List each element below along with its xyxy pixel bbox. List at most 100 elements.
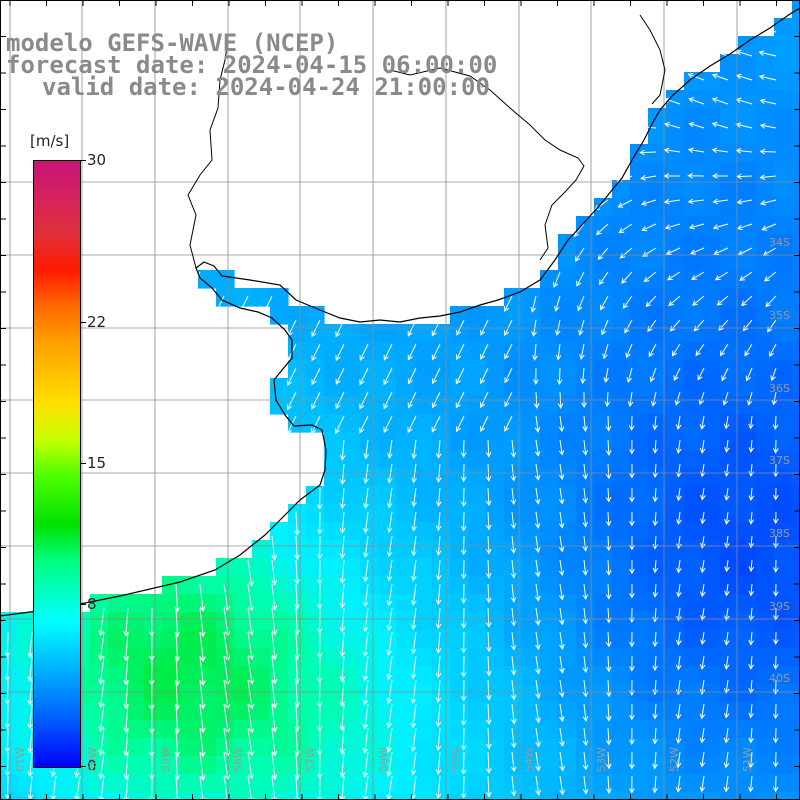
wind-cell: [684, 468, 703, 487]
wind-cell: [468, 648, 487, 667]
wind-arrow: [362, 703, 369, 730]
wind-cell: [666, 594, 685, 613]
wind-cell: [612, 414, 631, 433]
wind-cell: [108, 720, 127, 739]
wind-cell: [288, 576, 307, 595]
wind-cell: [630, 540, 649, 559]
wind-cell: [666, 144, 685, 163]
wind-cell: [108, 792, 127, 800]
wind-arrow: [362, 583, 369, 608]
wind-cell: [324, 720, 343, 739]
wind-cell: [306, 576, 325, 595]
wind-arrow: [532, 367, 539, 385]
wind-cell: [558, 414, 577, 433]
wind-cell: [558, 360, 577, 379]
wind-cell: [594, 288, 613, 307]
wind-cell: [558, 558, 577, 577]
wind-cell: [702, 126, 721, 145]
wind-cell: [216, 576, 235, 595]
wind-cell: [792, 288, 800, 307]
wind-cell: [792, 540, 800, 559]
wind-cell: [648, 612, 667, 631]
wind-cell: [324, 324, 343, 343]
wind-cell: [468, 774, 487, 793]
wind-cell: [702, 90, 721, 109]
wind-arrow: [739, 271, 753, 281]
wind-arrow: [699, 583, 706, 598]
wind-arrow: [460, 535, 467, 556]
wind-cell: [738, 378, 757, 397]
wind-arrow: [410, 679, 417, 705]
wind-cell: [720, 360, 739, 379]
wind-arrow: [199, 583, 206, 612]
wind-arrow: [535, 775, 541, 796]
wind-cell: [594, 486, 613, 505]
wind-cell: [792, 306, 800, 325]
wind-cell: [666, 774, 685, 793]
wind-cell: [702, 342, 721, 361]
wind-cell: [720, 198, 739, 217]
wind-cell: [540, 414, 559, 433]
wind-cell: [360, 720, 379, 739]
wind-arrow: [698, 391, 705, 406]
wind-cell: [414, 396, 433, 415]
wind-cell: [774, 612, 793, 631]
wind-cell: [306, 504, 325, 523]
wind-arrow: [649, 367, 657, 383]
wind-arrow: [362, 775, 369, 800]
wind-arrow: [652, 583, 659, 598]
wind-cell: [756, 198, 775, 217]
wind-arrow: [665, 247, 681, 255]
wind-cell: [126, 594, 145, 613]
wind-arrow: [580, 367, 586, 385]
wind-cell: [540, 774, 559, 793]
wind-cell: [756, 72, 775, 91]
wind-cell: [702, 108, 721, 127]
wind-cell: [360, 324, 379, 343]
wind-cell: [504, 522, 523, 541]
wind-cell: [342, 738, 361, 757]
wind-arrow: [386, 559, 393, 582]
wind-cell: [630, 648, 649, 667]
wind-arrow: [582, 679, 589, 698]
wind-arrow: [772, 559, 779, 573]
wind-arrow: [386, 703, 393, 729]
wind-arrow: [716, 295, 729, 306]
wind-arrow: [554, 295, 561, 312]
wind-cell: [684, 324, 703, 343]
wind-cell: [342, 558, 361, 577]
wind-cell: [342, 594, 361, 613]
wind-arrow: [435, 535, 442, 556]
wind-arrow: [559, 607, 565, 626]
wind-cell: [414, 468, 433, 487]
wind-cell: [558, 396, 577, 415]
wind-arrow: [510, 559, 517, 579]
wind-cell: [774, 522, 793, 541]
wind-cell: [306, 378, 325, 397]
wind-arrow: [719, 343, 729, 357]
wind-cell: [684, 288, 703, 307]
wind-cell: [702, 72, 721, 91]
wind-cell: [684, 306, 703, 325]
wind-cell: [720, 540, 739, 559]
wind-arrow: [510, 463, 517, 482]
wind-cell: [702, 288, 721, 307]
wind-arrow: [771, 391, 778, 406]
wind-arrow: [724, 655, 730, 670]
wind-cell: [396, 324, 415, 343]
wind-arrow: [745, 367, 753, 382]
wind-cell: [324, 558, 343, 577]
wind-cell: [432, 594, 451, 613]
wind-cell: [414, 450, 433, 469]
wind-cell: [468, 306, 487, 325]
wind-arrow: [510, 655, 517, 676]
wind-cell: [360, 594, 379, 613]
wind-cell: [756, 360, 775, 379]
wind-cell: [450, 432, 469, 451]
wind-arrow: [294, 559, 300, 585]
wind-cell: [486, 360, 505, 379]
wind-arrow: [386, 631, 393, 657]
wind-cell: [414, 738, 433, 757]
wind-arrow: [723, 679, 730, 695]
wind-cell: [270, 558, 289, 577]
